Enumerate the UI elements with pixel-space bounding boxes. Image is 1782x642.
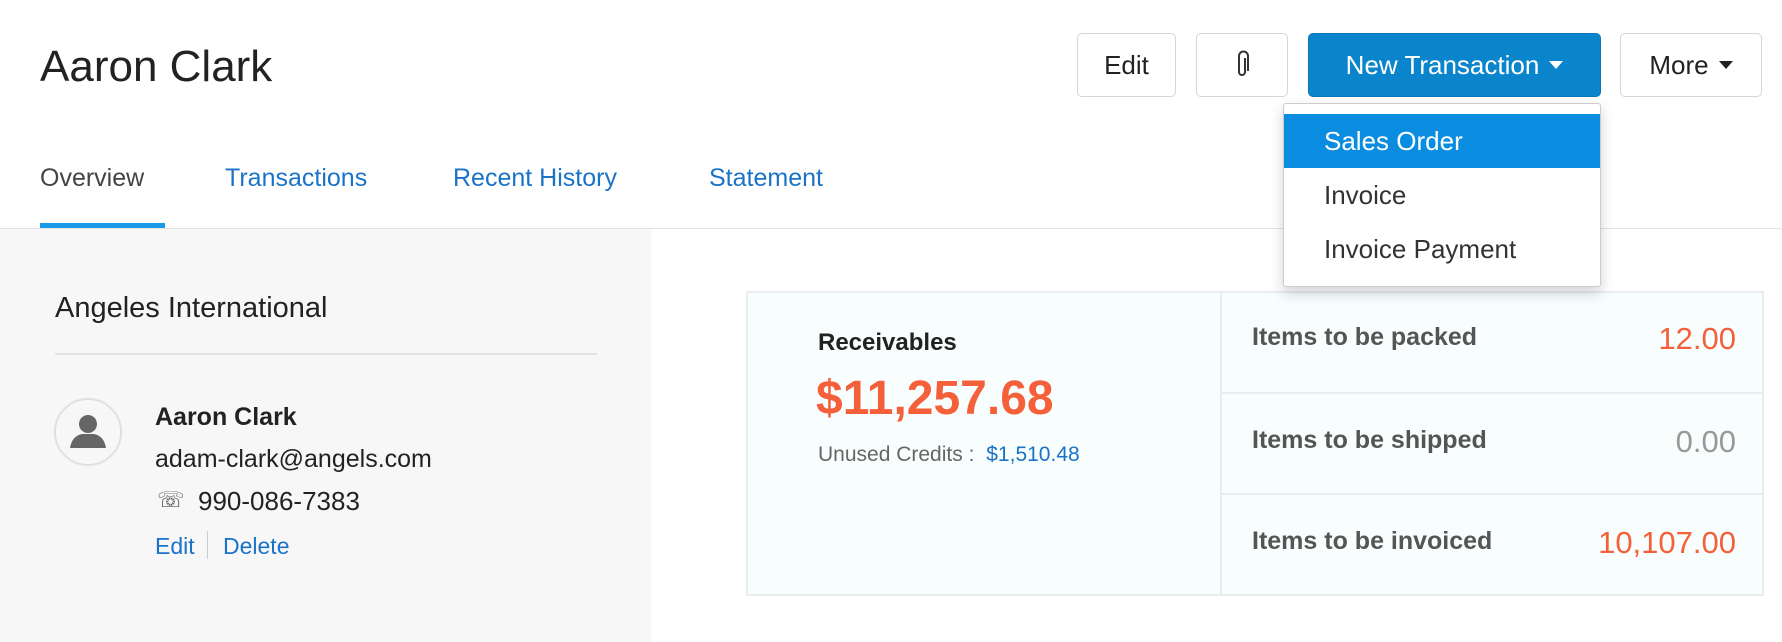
avatar — [54, 398, 122, 466]
summary-card: Receivables $11,257.68 Unused Credits : … — [746, 291, 1764, 596]
summary-row-shipped: Items to be shipped 0.00 — [1222, 392, 1762, 495]
row-label: Items to be packed — [1252, 323, 1478, 351]
row-value: 0.00 — [1675, 424, 1736, 459]
new-transaction-button[interactable]: New Transaction — [1308, 33, 1601, 97]
unused-credits: Unused Credits : $1,510.48 — [818, 443, 1080, 467]
more-label: More — [1649, 49, 1709, 80]
contact-phone: 990-086-7383 — [198, 486, 360, 516]
separator — [207, 531, 208, 559]
row-label: Items to be shipped — [1252, 426, 1487, 454]
contact-email: adam-clark@angels.com — [155, 445, 432, 473]
more-button[interactable]: More — [1620, 33, 1762, 97]
delete-contact-link[interactable]: Delete — [223, 533, 290, 559]
tab-overview[interactable]: Overview — [40, 164, 145, 192]
attach-button[interactable] — [1196, 33, 1288, 97]
menu-item-invoice[interactable]: Invoice — [1324, 179, 1407, 210]
paperclip-icon — [1238, 50, 1249, 76]
menu-item-invoice-payment[interactable]: Invoice Payment — [1324, 233, 1517, 264]
summary-row-packed: Items to be packed 12.00 — [1222, 291, 1762, 392]
row-label: Items to be invoiced — [1252, 527, 1493, 555]
new-transaction-label: New Transaction — [1345, 49, 1540, 80]
caret-down-icon — [1549, 61, 1564, 69]
user-icon — [70, 415, 106, 448]
row-value: 12.00 — [1658, 321, 1736, 356]
tab-transactions[interactable]: Transactions — [225, 164, 368, 192]
company-name: Angeles International — [55, 292, 328, 324]
receivables-amount: $11,257.68 — [816, 372, 1054, 425]
caret-down-icon — [1718, 61, 1733, 69]
receivables-label: Receivables — [818, 329, 957, 356]
summary-row-invoiced: Items to be invoiced 10,107.00 — [1222, 493, 1762, 596]
contact-name: Aaron Clark — [155, 403, 297, 431]
row-value: 10,107.00 — [1598, 525, 1736, 560]
unused-credits-label: Unused Credits : — [818, 443, 975, 466]
tab-recent-history[interactable]: Recent History — [453, 164, 617, 192]
contact-panel: Angeles International Aaron Clark adam-c… — [0, 229, 651, 642]
new-transaction-menu: Sales Order Invoice Invoice Payment — [1283, 103, 1601, 287]
active-tab-indicator — [40, 223, 165, 228]
phone-icon: ☏ — [157, 487, 185, 512]
tab-statement[interactable]: Statement — [709, 164, 823, 192]
edit-contact-link[interactable]: Edit — [155, 533, 195, 559]
unused-credits-amount: $1,510.48 — [986, 443, 1080, 466]
menu-item-sales-order[interactable]: Sales Order — [1284, 114, 1600, 168]
page-title: Aaron Clark — [40, 42, 273, 91]
divider — [55, 353, 597, 355]
divider — [0, 228, 1782, 229]
edit-button[interactable]: Edit — [1077, 33, 1176, 97]
divider — [1220, 293, 1222, 594]
